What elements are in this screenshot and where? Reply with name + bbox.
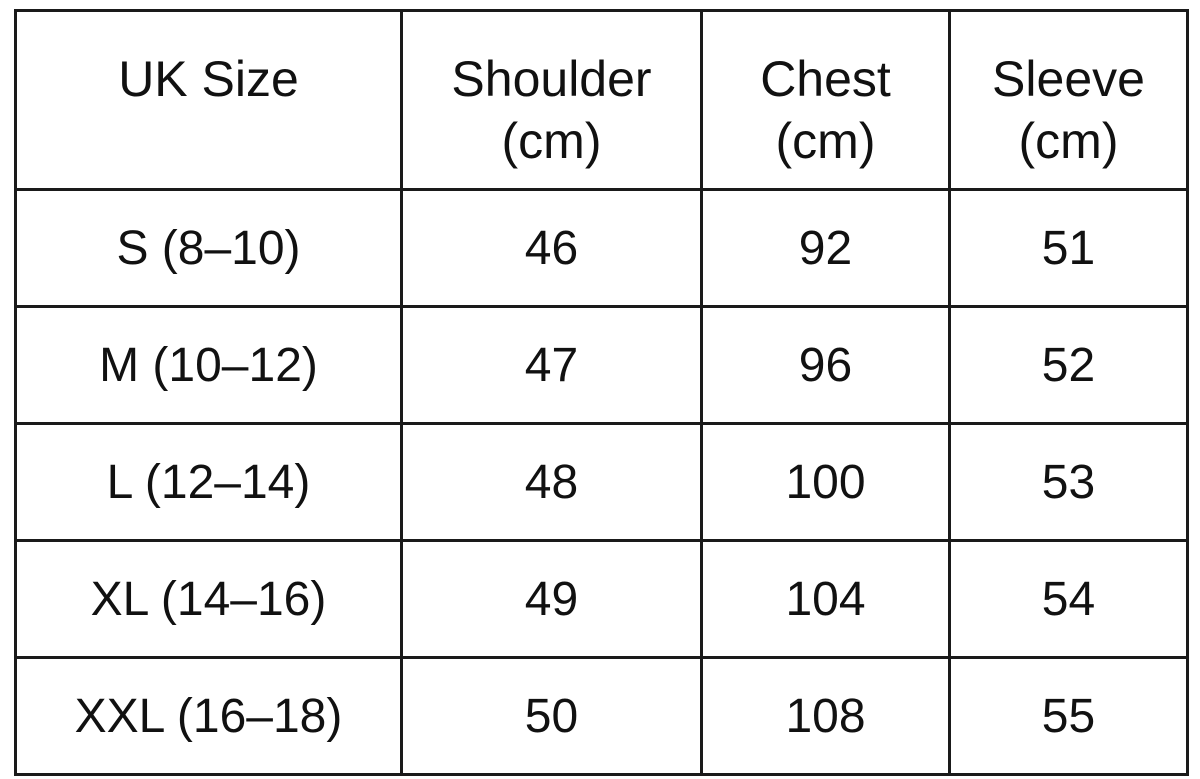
table-row: XXL (16–18) 50 108 55 [14, 656, 1189, 776]
header-unit: (cm) [1018, 113, 1119, 169]
cell-chest: 92 [700, 188, 951, 308]
header-chest: Chest (cm) [700, 9, 951, 191]
header-label: Chest [760, 51, 891, 107]
table-row: S (8–10) 46 92 51 [14, 188, 1189, 308]
header-label: Sleeve [992, 51, 1145, 107]
cell-sleeve: 52 [948, 305, 1189, 425]
cell-shoulder: 48 [400, 422, 703, 542]
cell-shoulder: 49 [400, 539, 703, 659]
cell-chest: 108 [700, 656, 951, 776]
cell-sleeve: 51 [948, 188, 1189, 308]
cell-size: L (12–14) [14, 422, 403, 542]
header-shoulder: Shoulder (cm) [400, 9, 703, 191]
header-sleeve: Sleeve (cm) [948, 9, 1189, 191]
header-row: UK Size Shoulder (cm) Chest (cm) Sleeve (cm… [14, 9, 1189, 191]
header-unit: (cm) [501, 113, 602, 169]
cell-chest: 96 [700, 305, 951, 425]
cell-size: M (10–12) [14, 305, 403, 425]
cell-size: XXL (16–18) [14, 656, 403, 776]
cell-shoulder: 47 [400, 305, 703, 425]
cell-size: S (8–10) [14, 188, 403, 308]
header-uk-size: UK Size [14, 9, 403, 191]
cell-chest: 104 [700, 539, 951, 659]
table-row: XL (14–16) 49 104 54 [14, 539, 1189, 659]
table-row: M (10–12) 47 96 52 [14, 305, 1189, 425]
cell-sleeve: 54 [948, 539, 1189, 659]
header-unit: (cm) [775, 113, 876, 169]
cell-chest: 100 [700, 422, 951, 542]
cell-sleeve: 53 [948, 422, 1189, 542]
cell-size: XL (14–16) [14, 539, 403, 659]
table-row: L (12–14) 48 100 53 [14, 422, 1189, 542]
cell-sleeve: 55 [948, 656, 1189, 776]
size-chart-table: UK Size Shoulder (cm) Chest (cm) Sleeve (cm… [14, 9, 1189, 776]
cell-shoulder: 50 [400, 656, 703, 776]
header-label: UK Size [118, 51, 299, 107]
header-label: Shoulder [451, 51, 652, 107]
cell-shoulder: 46 [400, 188, 703, 308]
